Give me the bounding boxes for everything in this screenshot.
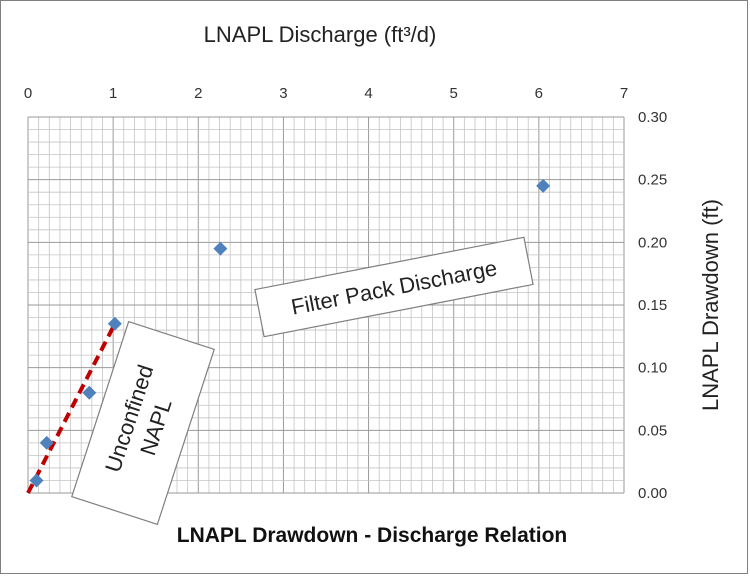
filter-pack-callout: Filter Pack Discharge [254,236,534,338]
y-tick-label: 0.10 [638,360,667,377]
y-tick-label: 0.20 [638,234,667,251]
data-point [213,241,228,256]
unconfined-napl-box [71,320,215,526]
y-tick-label: 0.25 [638,172,667,189]
data-point [536,178,551,193]
data-point [107,316,122,331]
x-axis-title: LNAPL Discharge (ft³/d) [204,22,437,47]
y-tick-label: 0.05 [638,422,667,439]
x-tick-label: 7 [620,85,628,102]
y-tick-label: 0.00 [638,485,667,502]
data-points [29,178,551,488]
unconfined-napl-callout: Unconfined NAPL [71,320,215,526]
y-tick-labels: 0.00 0.05 0.10 0.15 0.20 0.25 0.30 [638,109,667,502]
data-point [29,473,44,488]
data-point [39,435,54,450]
filter-pack-box [254,236,534,338]
x-tick-label: 1 [109,85,117,102]
chart-title: LNAPL Drawdown - Discharge Relation [177,524,568,547]
x-tick-label: 6 [535,85,543,102]
x-tick-label: 4 [364,85,372,102]
x-tick-label: 3 [279,85,287,102]
x-tick-label: 5 [450,85,458,102]
y-tick-label: 0.15 [638,297,667,314]
x-tick-label: 2 [194,85,202,102]
x-tick-label: 0 [24,85,32,102]
y-tick-label: 0.30 [638,109,667,126]
data-point [82,385,97,400]
x-tick-labels: 0 1 2 3 4 5 6 7 [24,85,628,102]
y-axis-title: LNAPL Drawdown (ft) [698,199,723,411]
